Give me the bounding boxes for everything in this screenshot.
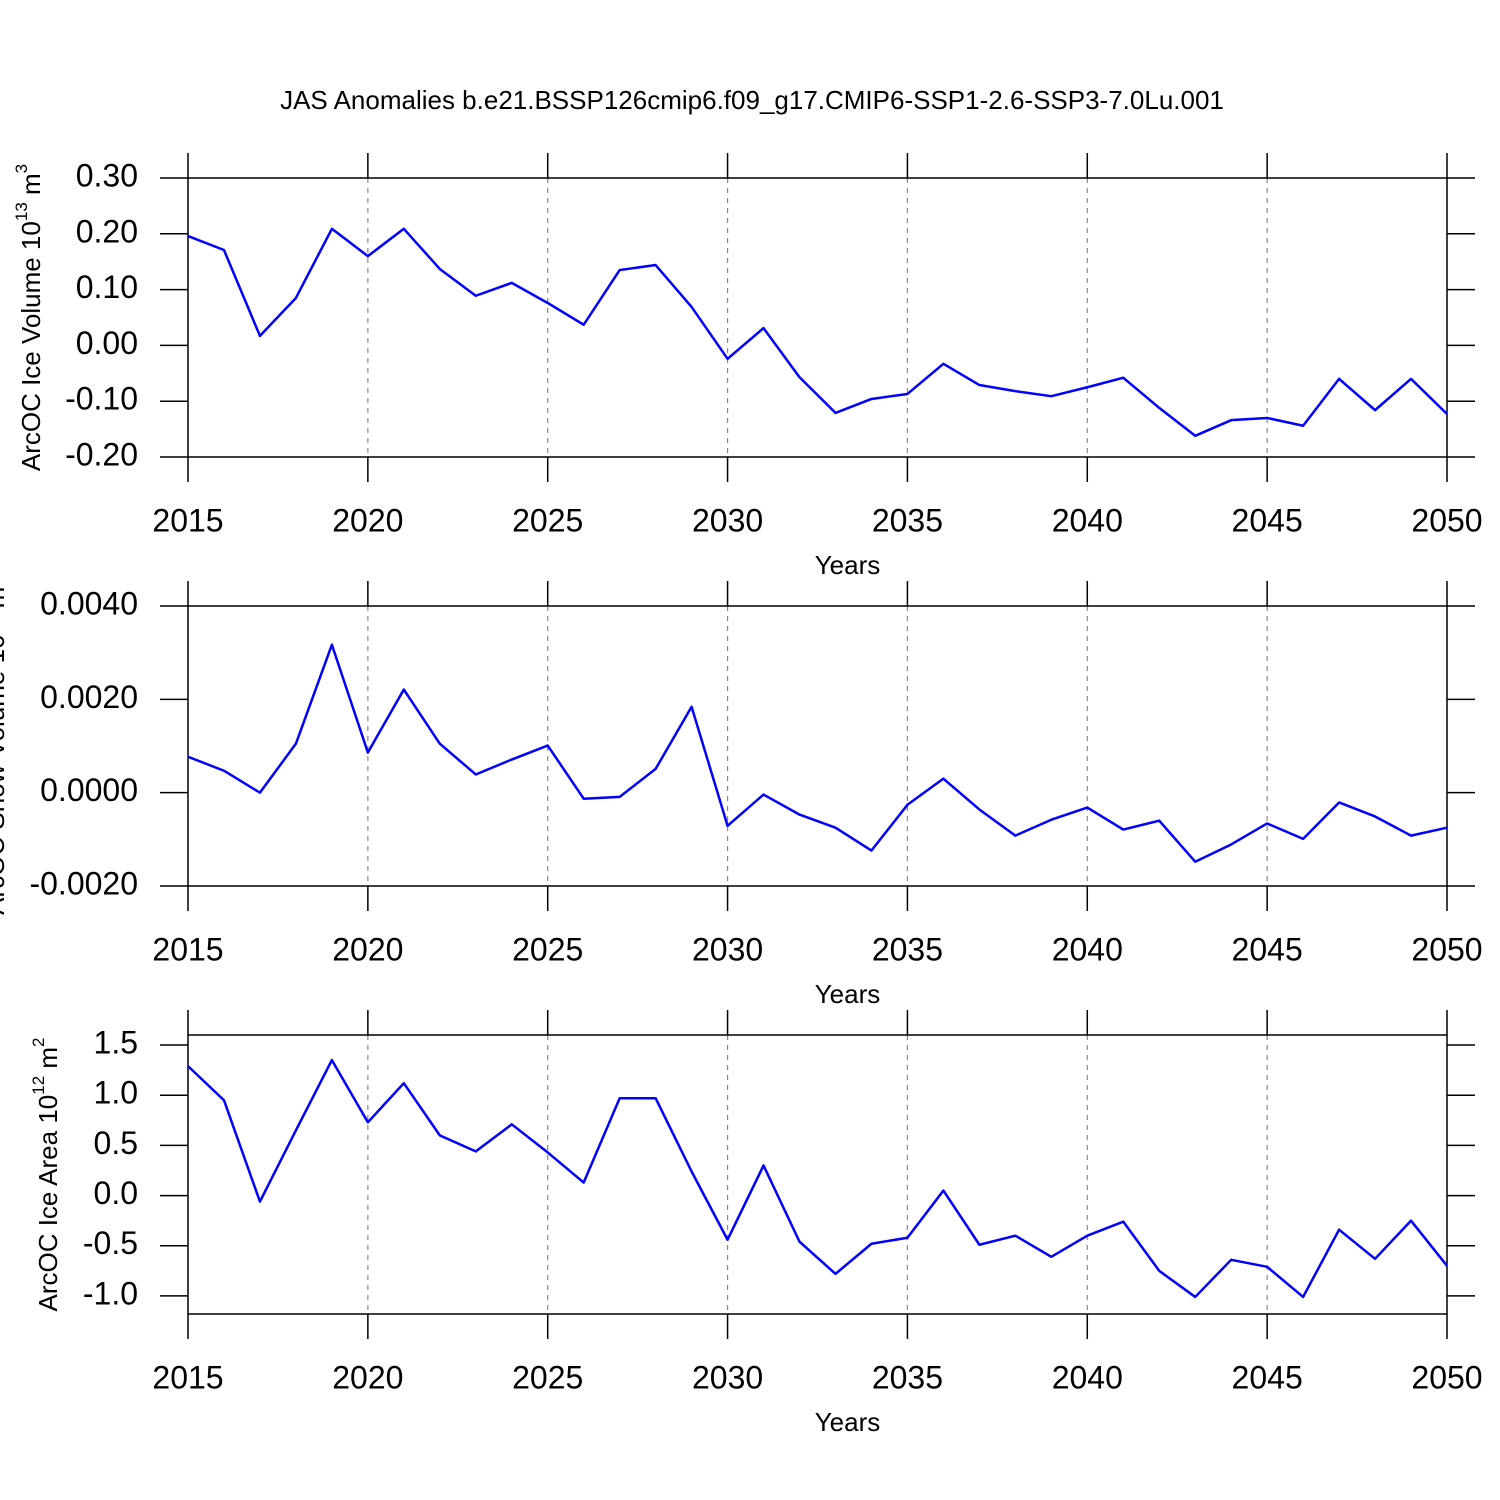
y-axis-label-superscript: 3 [12, 164, 31, 173]
y-tick-label: -1.0 [83, 1275, 138, 1311]
y-tick-label: -0.10 [65, 381, 138, 417]
y-axis-label: ArcOC Snow Volume 1013 m3 [0, 577, 10, 915]
y-tick-label: 1.0 [94, 1075, 138, 1111]
plot-frame [187, 605, 1448, 887]
figure-title: JAS Anomalies b.e21.BSSP126cmip6.f09_g17… [280, 85, 1224, 115]
y-axis-label-superscript: 13 [12, 202, 31, 221]
y-tick-label: 0.0000 [40, 772, 138, 808]
data-line [187, 227, 1448, 438]
y-tick-label: 0.5 [94, 1125, 138, 1161]
x-tick-label: 2035 [872, 502, 943, 538]
x-tick-label: 2040 [1052, 1359, 1123, 1395]
x-axis-label: Years [815, 550, 881, 580]
x-tick-label: 2020 [332, 502, 403, 538]
x-tick-label: 2025 [512, 931, 583, 967]
y-tick-label: -0.0020 [29, 865, 138, 901]
y-tick-label: 1.5 [94, 1024, 138, 1060]
y-tick-label: 0.30 [76, 157, 138, 193]
x-tick-label: 2045 [1232, 1359, 1303, 1395]
x-tick-label: 2045 [1232, 931, 1303, 967]
plot-frame [187, 1034, 1448, 1315]
x-tick-label: 2015 [152, 1359, 223, 1395]
x-tick-label: 2020 [332, 1359, 403, 1395]
y-tick-label: 0.00 [76, 325, 138, 361]
x-tick-label: 2020 [332, 931, 403, 967]
y-axis-label-part: m [33, 1047, 63, 1076]
y-axis-label-superscript: 2 [29, 1037, 48, 1046]
x-tick-label: 2030 [692, 1359, 763, 1395]
y-axis-label-part: ArcOC Snow Volume 10 [0, 634, 10, 914]
x-tick-label: 2030 [692, 502, 763, 538]
x-tick-label: 2045 [1232, 502, 1303, 538]
y-tick-label: 0.20 [76, 213, 138, 249]
y-axis-label-part: ArcOC Ice Volume 10 [16, 221, 46, 471]
x-tick-label: 2035 [872, 1359, 943, 1395]
y-tick-label: -0.20 [65, 436, 138, 472]
x-tick-label: 2040 [1052, 931, 1123, 967]
y-axis-label: ArcOC Ice Volume 1013 m3 [12, 164, 45, 471]
y-tick-label: 0.0020 [40, 679, 138, 715]
x-tick-label: 2015 [152, 931, 223, 967]
y-axis-label: ArcOC Ice Area 1012 m2 [29, 1037, 62, 1311]
x-axis-label: Years [815, 1407, 881, 1437]
x-tick-label: 2035 [872, 931, 943, 967]
y-tick-label: 0.0040 [40, 585, 138, 621]
x-tick-label: 2025 [512, 1359, 583, 1395]
y-tick-label: 0.10 [76, 269, 138, 305]
x-tick-label: 2050 [1411, 931, 1482, 967]
y-tick-label: 0.0 [94, 1175, 138, 1211]
x-tick-label: 2050 [1411, 502, 1482, 538]
y-axis-label-superscript: 12 [29, 1076, 48, 1095]
x-tick-label: 2040 [1052, 502, 1123, 538]
x-tick-label: 2030 [692, 931, 763, 967]
x-tick-label: 2015 [152, 502, 223, 538]
y-tick-label: -0.5 [83, 1225, 138, 1261]
x-tick-label: 2050 [1411, 1359, 1482, 1395]
y-axis-label-part: ArcOC Ice Area 10 [33, 1095, 63, 1312]
y-axis-label-part: m [16, 173, 46, 202]
x-tick-label: 2025 [512, 502, 583, 538]
x-axis-label: Years [815, 979, 881, 1009]
plot-frame [187, 177, 1448, 458]
data-line [187, 643, 1448, 863]
y-axis-label-part: m [0, 587, 10, 616]
data-line [187, 1058, 1448, 1299]
